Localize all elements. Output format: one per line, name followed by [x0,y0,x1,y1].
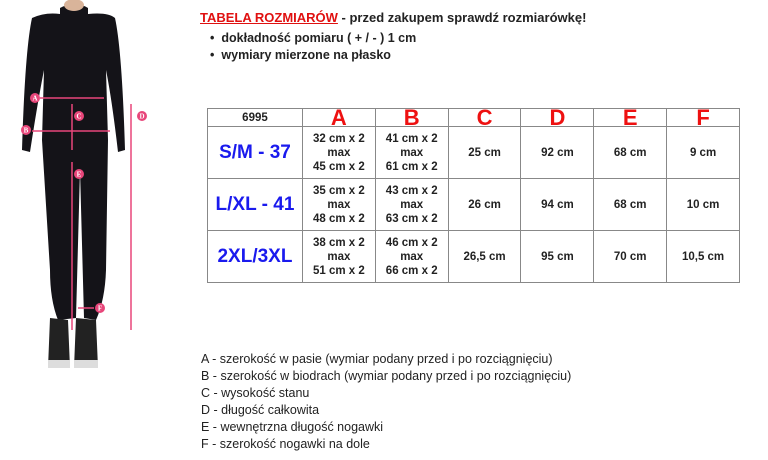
heading-subtitle: - przed zakupem sprawdź rozmiarówkę! [337,10,587,25]
model-figure: A B C D E F [21,0,147,368]
cell-line: max [327,250,351,263]
cell-line: max [400,198,424,211]
table-cell: 41 cm x 2 max 61 cm x 2 [374,126,449,180]
column-header-b: B [374,106,449,128]
marker-f: F [98,305,102,313]
legend-item: B - szerokość w biodrach (wymiar podany … [201,369,572,383]
table-cell: 95 cm [520,230,595,283]
table-cell: 26,5 cm [447,230,522,283]
table-cell: 9 cm [666,126,740,180]
legend-item: D - długość całkowita [201,403,320,417]
column-header-f: F [666,106,740,128]
cell-line: max [400,250,424,263]
size-label: 2XL/3XL [207,230,303,283]
marker-b: B [24,127,29,135]
legend-item: E - wewnętrzna długość nogawki [201,420,384,434]
size-label: L/XL - 41 [207,178,303,232]
cell-line: max [327,146,351,159]
table-cell: 70 cm [593,230,668,283]
marker-a: A [32,95,37,103]
size-label: S/M - 37 [207,126,303,180]
column-header-d: D [520,106,595,128]
cell-line: 61 cm x 2 [385,160,438,173]
cell-line: 48 cm x 2 [312,212,365,225]
cell-line: 35 cm x 2 [312,184,365,197]
cell-line: 66 cm x 2 [385,264,438,277]
heading: TABELA ROZMIARÓW - przed zakupem sprawdź… [200,10,586,25]
table-row: S/M - 37 32 cm x 2 max 45 cm x 2 41 cm x 2 ma… [207,126,740,180]
header-row: 6995 A B C D E F [207,106,740,128]
table-cell: 38 cm x 2 max 51 cm x 2 [301,230,376,283]
cell-line: 45 cm x 2 [312,160,365,173]
table-cell: 46 cm x 2 max 66 cm x 2 [374,230,449,283]
table-cell: 32 cm x 2 max 45 cm x 2 [301,126,376,180]
column-header-e: E [593,106,668,128]
cell-line: 51 cm x 2 [312,264,365,277]
marker-e: E [77,171,82,179]
table-cell: 10 cm [666,178,740,232]
heading-title: TABELA ROZMIARÓW [200,10,338,25]
legend-item: F - szerokość nogawki na dole [201,437,370,451]
column-header-c: C [447,106,522,128]
legend-item: C - wysokość stanu [201,386,310,400]
table-cell: 35 cm x 2 max 48 cm x 2 [301,178,376,232]
bullet-accuracy: dokładność pomiaru ( + / - ) 1 cm [210,31,416,45]
table-cell: 68 cm [593,178,668,232]
marker-d: D [139,113,144,121]
table-cell: 10,5 cm [666,230,740,283]
table-cell: 68 cm [593,126,668,180]
legend-item: A - szerokość w pasie (wymiar podany prz… [201,352,553,366]
cell-line: 32 cm x 2 [312,132,365,145]
cell-line: 38 cm x 2 [312,236,365,249]
cell-line: 63 cm x 2 [385,212,438,225]
table-cell: 43 cm x 2 max 63 cm x 2 [374,178,449,232]
table-cell: 26 cm [447,178,522,232]
column-header-a: A [301,106,376,128]
cell-line: 41 cm x 2 [385,132,438,145]
table-cell: 25 cm [447,126,522,180]
bullet-flat: wymiary mierzone na płasko [210,48,391,62]
marker-c: C [76,113,81,121]
table-cell: 94 cm [520,178,595,232]
cell-line: max [327,198,351,211]
cell-line: max [400,146,424,159]
cell-line: 43 cm x 2 [385,184,438,197]
table-cell: 92 cm [520,126,595,180]
table-row: 2XL/3XL 38 cm x 2 max 51 cm x 2 46 cm x 2 max… [207,230,740,283]
product-code: 6995 [207,107,303,128]
cell-line: 46 cm x 2 [385,236,438,249]
